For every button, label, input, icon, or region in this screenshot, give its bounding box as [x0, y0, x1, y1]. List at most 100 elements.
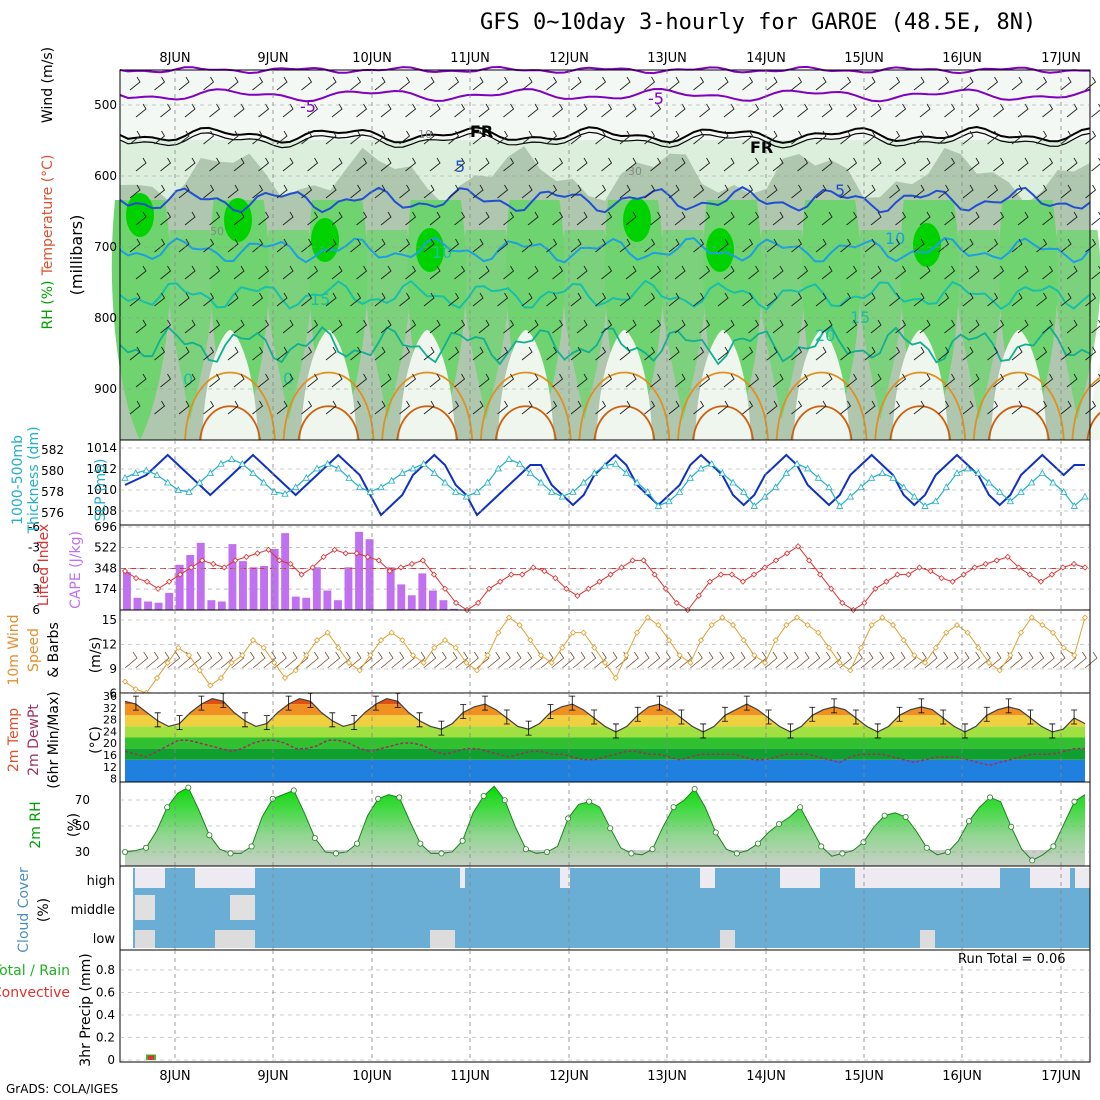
- wind-barb: [527, 157, 539, 172]
- wind-barb: [307, 265, 319, 280]
- cape-bar: [312, 567, 321, 610]
- wind-barb: [601, 103, 613, 118]
- wind-barb: [405, 103, 417, 118]
- wind-barb: [252, 292, 264, 307]
- wind10-point: [687, 659, 694, 666]
- wind-barb: [748, 211, 760, 226]
- wind-barb: [1036, 130, 1048, 145]
- wind-barb: [184, 319, 196, 334]
- wind-barb: [472, 184, 484, 199]
- wind10-point: [889, 622, 897, 629]
- rh-dry-plume: [596, 330, 653, 440]
- wind-barb: [184, 103, 196, 118]
- wind-barb: [1060, 292, 1072, 307]
- wind-barb: [938, 130, 950, 145]
- temp-minmax-bar: [460, 704, 467, 719]
- wind10-barb: [594, 651, 607, 669]
- wind-barb: [944, 211, 956, 226]
- wind10-point: [761, 659, 769, 666]
- wind-barb: [203, 184, 215, 199]
- wind-barb: [766, 130, 778, 145]
- li-point: [519, 571, 526, 578]
- cape-bar: [291, 596, 300, 610]
- wind-barb: [1017, 265, 1029, 280]
- wind-barb: [625, 211, 637, 226]
- wind-barb: [797, 373, 809, 388]
- wind-barb: [301, 292, 313, 307]
- panel-frame-wind10: [119, 609, 1091, 694]
- wind-barb: [840, 184, 852, 199]
- wind10-barb: [242, 651, 255, 669]
- wind-barb: [546, 346, 558, 361]
- wind-barb: [258, 211, 270, 226]
- slp-point: [515, 459, 524, 467]
- li-point: [552, 575, 559, 582]
- wind-barb: [331, 211, 343, 226]
- temp-contour-minus10: [119, 65, 1090, 75]
- wind-barb: [325, 292, 337, 307]
- date-label-bottom: 9JUN: [257, 1069, 288, 1084]
- contour-label: 20: [815, 326, 835, 345]
- wind-barb: [1085, 292, 1097, 307]
- temp-contour-25: [381, 371, 474, 441]
- wind-barb: [307, 211, 319, 226]
- rh2m-point: [818, 843, 825, 850]
- li-point: [739, 578, 746, 585]
- wind-barb: [184, 157, 196, 172]
- wind-barb: [429, 157, 441, 172]
- wind-barb: [619, 130, 631, 145]
- slp-point: [334, 464, 343, 472]
- slp-point: [451, 488, 460, 495]
- temp-minmax-bar: [743, 695, 750, 711]
- tick-label-cape: 696: [94, 520, 117, 534]
- rh2m-point: [438, 850, 445, 857]
- wind10-point: [697, 637, 705, 644]
- temp-minmax-bar: [896, 706, 903, 722]
- temp-minmax-bar: [525, 720, 532, 736]
- li-point: [210, 560, 217, 568]
- li-point: [155, 585, 162, 592]
- axis-title-minmax: (6hr Min/Max): [46, 691, 62, 788]
- wind10-point: [548, 659, 555, 666]
- wind-barb: [815, 400, 827, 415]
- wind-barb: [374, 292, 386, 307]
- wind10-point: [1071, 652, 1078, 659]
- wind-barb: [993, 211, 1005, 226]
- wind10-barb: [274, 651, 287, 669]
- temp-minmax-bar: [722, 706, 728, 722]
- slp-point: [622, 469, 631, 477]
- wind-barb: [968, 319, 980, 334]
- wind10-barb: [722, 651, 735, 669]
- wind-barb: [276, 400, 288, 415]
- wind-barb: [252, 400, 264, 415]
- wind10-barb: [946, 651, 959, 669]
- wind-barb: [595, 292, 607, 307]
- temp-contour-25: [184, 371, 276, 441]
- wind-barb: [1060, 130, 1072, 145]
- wind10-point: [537, 652, 545, 659]
- wind-barb: [356, 373, 368, 388]
- rh2m-point: [206, 832, 213, 839]
- wind-barb: [693, 400, 705, 415]
- wind10-point: [985, 659, 993, 666]
- wind-barb: [350, 292, 362, 307]
- wind-barb: [576, 157, 588, 172]
- rh2m-point: [839, 850, 846, 857]
- wind-barb: [423, 346, 435, 361]
- wind10-point: [345, 659, 353, 666]
- rh2m-point: [185, 784, 192, 791]
- wind-barb: [1060, 238, 1072, 253]
- wind-barb: [748, 103, 760, 118]
- wind-barb: [668, 238, 680, 253]
- tick-label-temp: 8: [110, 773, 117, 786]
- wind-barb: [527, 265, 539, 280]
- wind10-point: [527, 637, 534, 644]
- wind-barb: [154, 346, 166, 361]
- li-point: [596, 578, 603, 585]
- wind-barb: [350, 400, 362, 415]
- wind-barb: [1091, 211, 1100, 226]
- temp-contour-20: [119, 325, 1091, 366]
- cloud-gap-high: [1030, 868, 1070, 888]
- li-point: [894, 571, 901, 578]
- cloud-gap-high: [980, 868, 1000, 888]
